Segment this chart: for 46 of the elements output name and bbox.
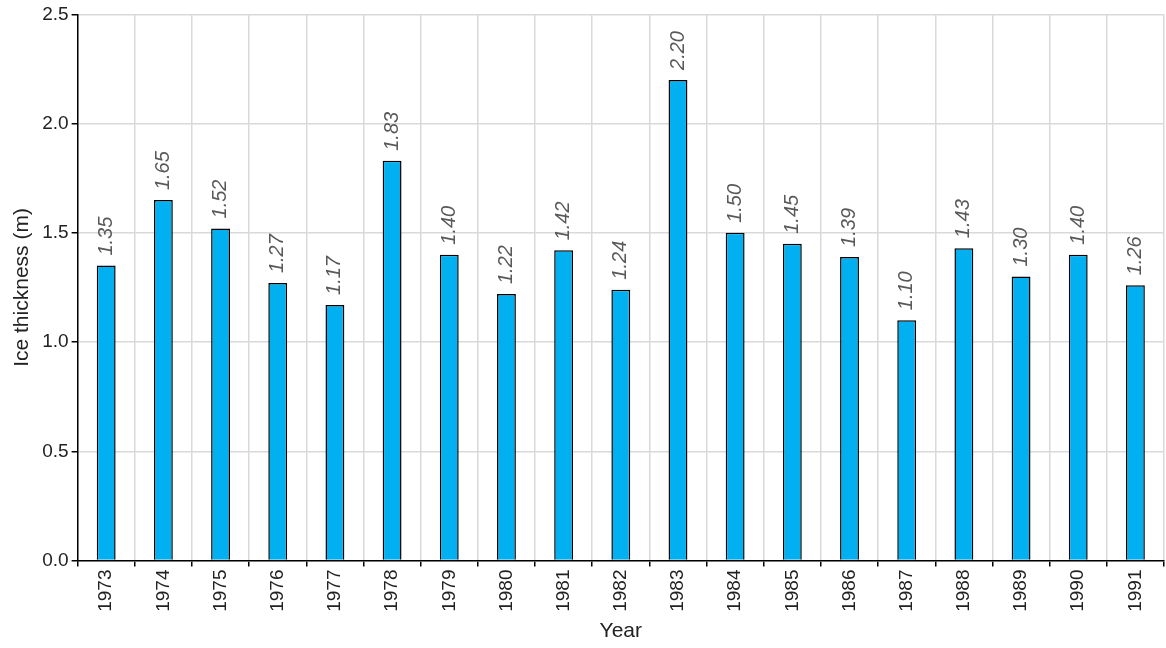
x-tick-label: 1987 <box>894 569 916 612</box>
x-tick-label: 1981 <box>551 569 573 612</box>
x-tick-label: 1982 <box>609 569 631 612</box>
data-label: 1.65 <box>150 150 173 191</box>
x-tick-label: 1988 <box>952 569 974 612</box>
data-label: 1.40 <box>1065 205 1088 245</box>
data-label: 1.45 <box>779 193 802 234</box>
data-label: 1.22 <box>494 245 517 285</box>
y-tick-label: 1.5 <box>42 221 69 243</box>
data-label: 1.27 <box>265 233 288 274</box>
data-label: 1.30 <box>1008 227 1031 267</box>
data-label: 1.43 <box>951 199 974 239</box>
y-tick-label: 0.5 <box>42 439 69 461</box>
data-label: 1.35 <box>93 215 116 256</box>
x-tick-label: 1983 <box>666 569 688 612</box>
x-tick-label: 1986 <box>837 569 859 612</box>
data-label: 1.39 <box>837 207 860 247</box>
data-label: 1.83 <box>379 111 402 151</box>
x-tick-label: 1984 <box>723 569 745 612</box>
data-label: 1.24 <box>608 240 631 280</box>
y-tick-label: 0.0 <box>42 548 69 570</box>
x-axis-title: Year <box>599 618 643 642</box>
y-tick-label: 1.0 <box>42 330 69 352</box>
x-tick-label: 1985 <box>780 569 802 612</box>
y-tick-label: 2.5 <box>42 2 69 24</box>
x-tick-label: 1978 <box>380 569 402 612</box>
x-tick-label: 1975 <box>208 569 230 612</box>
x-tick-label: 1974 <box>151 569 173 612</box>
data-label: 1.40 <box>436 205 459 245</box>
x-tick-label: 1990 <box>1066 569 1088 612</box>
data-label: 1.42 <box>551 201 574 241</box>
data-label: 1.26 <box>1122 235 1145 276</box>
data-label: 1.50 <box>722 183 745 223</box>
x-tick-label: 1989 <box>1009 569 1031 612</box>
data-label: 2.20 <box>665 31 688 71</box>
x-tick-label: 1991 <box>1123 569 1145 612</box>
y-tick-label: 2.0 <box>42 111 69 133</box>
data-label: 1.17 <box>322 255 345 295</box>
x-tick-label: 1980 <box>494 569 516 612</box>
data-label: 1.10 <box>894 271 917 311</box>
x-tick-label: 1976 <box>265 569 287 612</box>
data-label: 1.52 <box>208 179 231 219</box>
x-tick-label: 1979 <box>437 569 459 612</box>
y-axis-title: Ice thickness (m) <box>9 208 33 367</box>
x-tick-label: 1977 <box>323 569 345 612</box>
x-tick-label: 1973 <box>94 569 116 612</box>
